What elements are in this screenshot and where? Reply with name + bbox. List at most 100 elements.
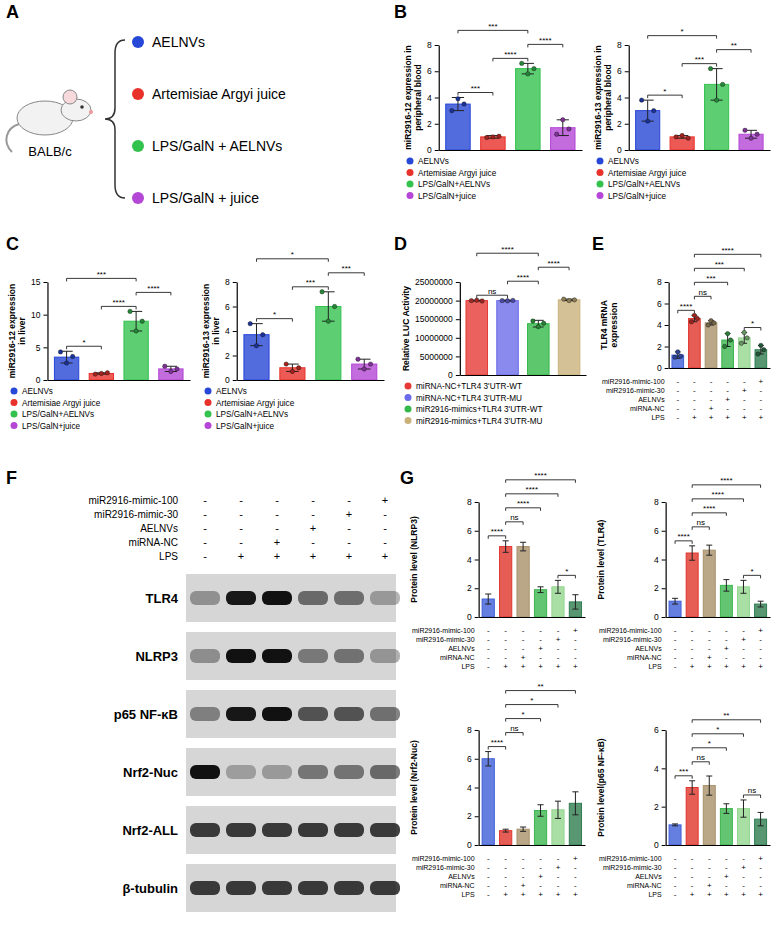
band <box>370 591 400 605</box>
condition-sign: + <box>346 550 352 562</box>
condition-sign: - <box>710 395 713 404</box>
y-axis: 02468 <box>657 277 669 373</box>
tick-label: 2 <box>654 583 659 593</box>
data-point <box>469 298 473 302</box>
tick-label: 0 <box>448 370 453 380</box>
x-axis <box>439 150 582 151</box>
mouse-label: BALB/c <box>28 144 72 159</box>
tick-mark <box>435 45 439 46</box>
significance-label: **** <box>712 490 724 499</box>
condition-sign: - <box>710 377 713 386</box>
legend-label: AELNVs <box>22 387 53 396</box>
axis-line <box>460 283 461 376</box>
legend-label: LPS/GalN+AELNVs <box>216 410 288 419</box>
condition-sign: - <box>203 536 207 548</box>
tick-label: 0 <box>654 840 659 850</box>
axis-title: miR2916-13 expression inperipheral blood <box>593 45 613 149</box>
panel-label: G <box>400 468 414 488</box>
condition-sign: - <box>725 653 728 662</box>
tick-label: 0 <box>617 145 622 155</box>
blot-strip <box>186 574 396 622</box>
condition-label: miRNA-NC <box>440 654 475 661</box>
data-point <box>689 320 693 324</box>
condition-sign: - <box>487 662 490 671</box>
tick-mark <box>475 845 479 846</box>
tick-label: 15 <box>31 277 41 287</box>
significance-label: * <box>663 87 666 96</box>
axis-line <box>666 731 667 846</box>
condition-sign: - <box>674 662 677 671</box>
legend-swatch <box>407 169 414 176</box>
condition-sign: - <box>691 644 694 653</box>
tick: 4 <box>654 764 666 774</box>
plot: 051015************ <box>31 270 191 385</box>
tick-mark <box>625 150 629 151</box>
band <box>190 707 220 721</box>
significance-label: *** <box>715 260 724 269</box>
tick-label: 0 <box>467 612 472 622</box>
data-point <box>462 102 466 106</box>
data-point <box>140 319 144 323</box>
bar <box>528 324 550 375</box>
tick-label: 2 <box>467 811 472 821</box>
tick-label: 0 <box>36 375 41 385</box>
condition-sign: - <box>725 854 728 863</box>
tick-label: 8 <box>617 40 622 50</box>
error-bar <box>503 541 509 553</box>
plot: 02468************** <box>427 22 583 155</box>
condition-sign: - <box>743 395 746 404</box>
condition-sign: - <box>691 626 694 635</box>
error-bar <box>537 805 543 817</box>
chart: 02468****ns***********TLR4 mRNAexpressio… <box>599 246 770 422</box>
condition-sign: + <box>382 494 388 506</box>
condition-label: miR2916-mimic-100 <box>89 495 179 506</box>
axis-line <box>629 150 770 151</box>
y-axis: 051015 <box>31 277 48 385</box>
error-bar <box>758 601 764 607</box>
marks <box>244 290 377 380</box>
condition-sign: - <box>539 854 542 863</box>
data-point <box>497 134 501 138</box>
condition-sign: - <box>726 377 729 386</box>
significance-label: ** <box>537 682 543 691</box>
x-axis <box>479 845 585 846</box>
condition-sign: - <box>742 644 745 653</box>
condition-sign: - <box>539 626 542 635</box>
legend-swatch <box>405 417 412 424</box>
condition-sign: - <box>674 854 677 863</box>
condition-sign: + <box>724 872 729 881</box>
data-point <box>567 298 571 302</box>
significance-label: ns <box>510 724 518 733</box>
legend-swatch <box>597 158 604 165</box>
significance-label: *** <box>679 767 688 776</box>
plot: 02468******** <box>225 250 385 385</box>
data-point <box>284 362 288 366</box>
chart: 02468**************miR2916-12 expression… <box>403 22 582 201</box>
condition-sign: - <box>487 653 490 662</box>
plot: 0500000010000000150000002000000025000000… <box>415 245 587 380</box>
tick: 4 <box>654 555 666 565</box>
condition-sign: - <box>674 863 677 872</box>
panel-label: E <box>592 234 604 254</box>
condition-label: miR2916-mimic-30 <box>603 864 662 871</box>
tick-mark <box>456 282 460 283</box>
condition-sign: - <box>676 377 679 386</box>
axis-line <box>237 283 238 381</box>
condition-sign: - <box>674 872 677 881</box>
axis-line <box>629 46 630 151</box>
tick: 8 <box>654 497 666 507</box>
condition-sign: - <box>574 644 577 653</box>
condition-sign: - <box>557 653 560 662</box>
marks <box>482 541 581 617</box>
tick-mark <box>665 282 669 283</box>
condition-sign: + <box>556 863 561 872</box>
data-point <box>105 371 109 375</box>
condition-sign: + <box>759 413 764 422</box>
significance-label: ns <box>696 753 704 762</box>
condition-sign: + <box>692 413 697 422</box>
tick: 8 <box>657 277 669 287</box>
bar <box>534 590 546 617</box>
condition-sign: - <box>487 644 490 653</box>
condition-label: miRNA-NC <box>440 882 475 889</box>
condition-sign: - <box>674 626 677 635</box>
